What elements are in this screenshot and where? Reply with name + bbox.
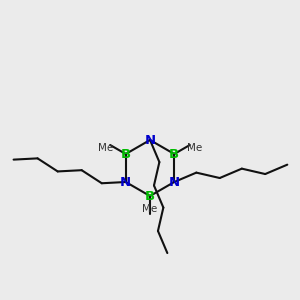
- Text: Me: Me: [187, 143, 202, 153]
- Text: N: N: [144, 134, 156, 146]
- Text: B: B: [145, 190, 155, 202]
- Text: Me: Me: [98, 143, 113, 153]
- Text: N: N: [169, 176, 180, 188]
- Text: B: B: [169, 148, 179, 160]
- Text: Me: Me: [142, 204, 158, 214]
- Text: B: B: [121, 148, 131, 160]
- Text: N: N: [120, 176, 131, 188]
